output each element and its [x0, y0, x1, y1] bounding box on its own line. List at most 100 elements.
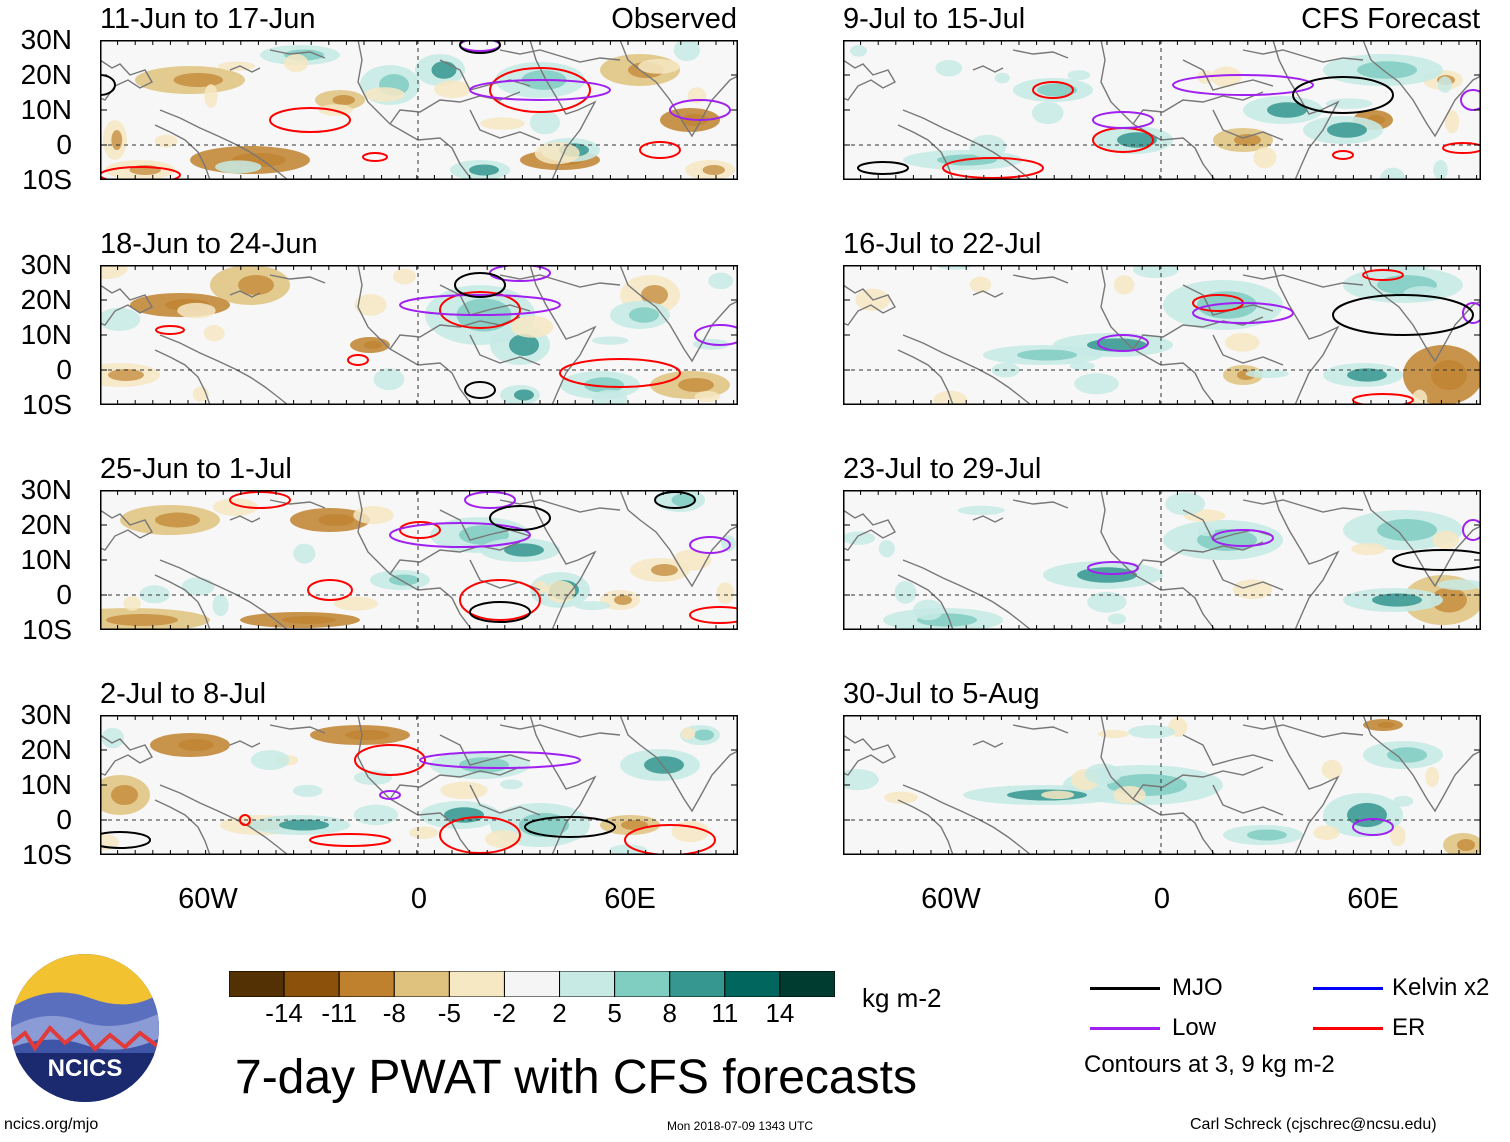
wet-anomaly-patch: [1403, 286, 1443, 302]
lat-label: 30N: [20, 249, 72, 280]
coastline: [357, 715, 473, 855]
coastline: [1182, 284, 1274, 316]
legend-mjo-line: [1090, 987, 1160, 990]
dry-anomaly-core: [1431, 587, 1467, 613]
er-contour: [942, 157, 1044, 179]
coastline: [1242, 499, 1364, 513]
coastline: [439, 284, 531, 316]
wet-anomaly-patch: [673, 40, 700, 62]
coastline: [357, 265, 473, 405]
coastline: [439, 509, 531, 541]
dry-anomaly-patch: [673, 549, 712, 571]
map-panel-observed-4: [100, 715, 738, 855]
dry-anomaly-core: [702, 165, 725, 175]
dry-anomaly-core: [364, 341, 382, 349]
er-contour: [155, 325, 185, 335]
coastline: [389, 541, 521, 575]
coastline: [159, 334, 289, 405]
lat-label: 10N: [20, 319, 72, 350]
coastline: [1362, 715, 1481, 813]
colorbar-tick-label: 14: [765, 998, 795, 1028]
coastline: [469, 109, 541, 141]
er-contour: [689, 606, 738, 624]
wet-anomaly-patch: [1087, 591, 1127, 613]
colorbar-units: kg m-2: [862, 983, 942, 1013]
wet-anomaly-core: [1347, 802, 1387, 828]
dry-anomaly-patch: [154, 134, 178, 148]
colorbar-tick-label: 8: [662, 998, 677, 1028]
colorbar-tick-label: -2: [492, 998, 517, 1028]
wet-anomaly-patch: [1069, 361, 1095, 371]
contour-note: Contours at 3, 9 kg m-2: [1084, 1051, 1335, 1078]
footer-site-link[interactable]: ncics.org/mjo: [4, 1116, 99, 1133]
er-contour: [1332, 150, 1354, 160]
dry-anomaly-patch: [100, 265, 128, 280]
legend-kelvin-label: Kelvin x2: [1392, 974, 1490, 1001]
er-contour: [362, 152, 388, 162]
colorbar-swatch: [283, 971, 340, 997]
colorbar-swatch: [724, 971, 781, 997]
mjo-contour: [1292, 76, 1394, 114]
dry-anomaly-patch: [671, 820, 710, 843]
wet-anomaly-core: [1017, 349, 1077, 361]
dry-anomaly-patch: [434, 80, 472, 99]
low-contour: [1352, 818, 1394, 836]
coastline: [897, 349, 954, 405]
dry-anomaly-patch: [204, 84, 218, 109]
dry-anomaly-patch: [353, 506, 394, 525]
dry-anomaly-patch: [1432, 530, 1460, 550]
lat-label: 0: [56, 804, 72, 835]
colorbar-swatch: [338, 971, 395, 997]
dry-anomaly-patch: [1425, 766, 1440, 788]
colorbar-tick-label: 5: [607, 998, 622, 1028]
colorbar-tick-label: -14: [265, 998, 303, 1028]
lat-label: 0: [56, 129, 72, 160]
coastline: [1100, 715, 1216, 855]
coastline: [499, 274, 621, 288]
coastline: [1182, 59, 1274, 91]
dry-anomaly-patch: [177, 302, 216, 319]
er-contour: [354, 744, 426, 776]
wet-anomaly-core: [1037, 83, 1077, 97]
wet-anomaly-patch: [1128, 725, 1176, 739]
wet-anomaly-patch: [250, 750, 290, 770]
panel-title-forecast-3: 23-Jul to 29-Jul: [843, 453, 1042, 485]
dry-anomaly-patch: [440, 781, 488, 800]
dry-anomaly-core: [106, 614, 178, 626]
wet-anomaly-patch: [1074, 373, 1119, 395]
er-contour: [100, 166, 181, 180]
wet-anomaly-patch: [608, 844, 648, 855]
wet-anomaly-patch: [1197, 525, 1216, 536]
coastline: [229, 290, 261, 298]
mjo-contour: [857, 161, 909, 175]
wet-anomaly-core: [514, 389, 534, 401]
lat-label: 30N: [20, 474, 72, 505]
coastline: [1012, 49, 1069, 59]
low-contour: [399, 294, 561, 316]
coastline: [100, 509, 153, 551]
logo-text: NCICS: [48, 1055, 123, 1082]
dry-anomaly-patch: [1390, 825, 1406, 847]
wet-anomaly-patch: [1325, 98, 1373, 109]
coastline: [1182, 734, 1274, 766]
coastline: [269, 274, 326, 284]
coastline: [1132, 316, 1264, 350]
wet-anomaly-core: [694, 729, 714, 741]
lon-label-right: 60E: [1347, 883, 1399, 915]
wet-anomaly-patch: [850, 45, 867, 57]
wet-anomaly-core: [444, 807, 484, 823]
coastline: [269, 499, 326, 509]
dry-anomaly-patch: [1097, 729, 1129, 739]
coastline: [1212, 109, 1284, 141]
wet-anomaly-patch: [708, 272, 734, 290]
ncics-logo: NCICS: [10, 953, 160, 1103]
coastline: [1362, 265, 1481, 363]
lat-label: 10S: [22, 614, 72, 645]
dry-anomaly-patch: [409, 826, 439, 839]
wet-anomaly-core: [1267, 102, 1307, 118]
mjo-contour: [459, 40, 501, 54]
er-contour: [489, 67, 591, 113]
mjo-contour: [454, 272, 506, 298]
colorbar-swatch: [393, 971, 450, 997]
wet-anomaly-patch: [994, 72, 1010, 84]
